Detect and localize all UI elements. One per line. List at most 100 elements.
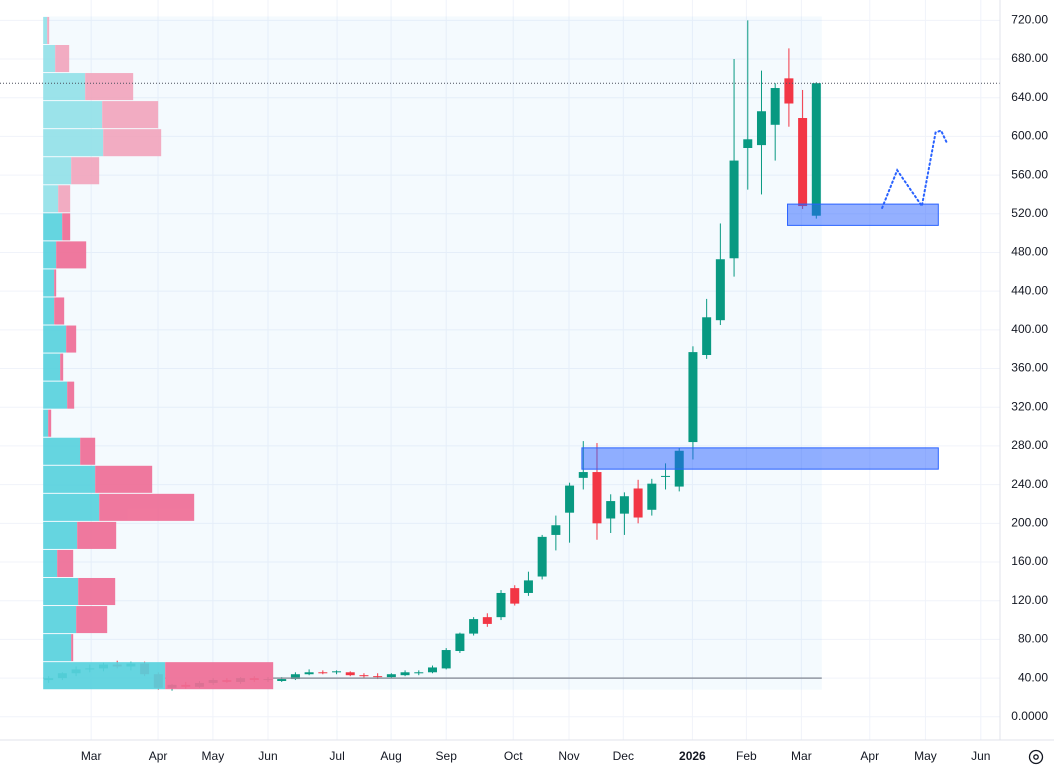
volume-down — [58, 185, 71, 213]
candle-body — [455, 633, 465, 652]
candle-body — [784, 78, 794, 104]
candle-body — [606, 501, 616, 519]
candle-body — [414, 672, 424, 674]
candles — [44, 20, 821, 691]
candle-body — [345, 672, 355, 676]
candle-body — [359, 675, 369, 677]
candle-body — [688, 352, 698, 443]
candle-body — [304, 672, 314, 675]
volume-down — [95, 465, 153, 493]
candle-body — [386, 674, 396, 678]
y-tick-label: 560.00 — [1011, 167, 1048, 181]
y-tick-label: 600.00 — [1011, 129, 1048, 143]
settings-ring[interactable] — [1028, 749, 1044, 765]
volume-up — [43, 157, 72, 185]
candle-body — [592, 472, 602, 524]
candle-body — [373, 676, 383, 678]
candle-body — [715, 259, 725, 321]
candle-body — [661, 475, 671, 477]
x-tick-label: Aug — [380, 749, 401, 763]
candle-body — [400, 672, 410, 676]
candle-body — [277, 679, 287, 681]
candle-body — [770, 88, 780, 125]
candle-body — [496, 592, 506, 618]
volume-up — [43, 269, 55, 297]
volume-down — [54, 297, 65, 325]
volume-up — [43, 297, 55, 325]
y-tick-label: 0.0000 — [1011, 709, 1048, 723]
axes: 0.0000 40.00 80.00 120.00 160.00 200.00 240.00… — [81, 12, 1049, 763]
volume-up — [43, 465, 96, 493]
x-tick-label: Jun — [258, 749, 277, 763]
candle-body — [729, 160, 739, 259]
x-tick-label: Mar — [81, 749, 102, 763]
volume-up — [43, 101, 103, 129]
x-tick-label: Mar — [791, 749, 812, 763]
x-tick-label: Jul — [329, 749, 344, 763]
volume-up — [43, 73, 86, 101]
candle-body — [619, 496, 629, 514]
volume-up — [43, 44, 56, 73]
y-tick-label: 320.00 — [1011, 399, 1048, 413]
candle-body — [811, 83, 821, 216]
candle-body — [482, 617, 492, 624]
volume-down — [78, 577, 116, 606]
volume-up — [43, 353, 61, 381]
y-tick-label: 280.00 — [1011, 438, 1048, 452]
y-tick-label: 720.00 — [1011, 12, 1048, 26]
y-tick-label: 360.00 — [1011, 361, 1048, 375]
x-tick-label: May — [202, 749, 225, 763]
volume-up — [43, 409, 49, 437]
volume-down — [102, 101, 159, 129]
candle-body — [332, 671, 342, 673]
candle-body — [523, 580, 533, 593]
y-tick-label: 480.00 — [1011, 245, 1048, 259]
volume-down — [57, 549, 74, 577]
x-tick-label: Sep — [436, 749, 458, 763]
candle-body — [633, 488, 643, 518]
settings-core[interactable] — [1033, 754, 1039, 760]
volume-down — [56, 241, 87, 269]
y-tick-label: 40.00 — [1018, 670, 1048, 684]
zone-rectangle — [787, 203, 939, 226]
y-tick-label: 680.00 — [1011, 51, 1048, 65]
volume-profile — [43, 16, 822, 690]
volume-down — [71, 157, 100, 185]
candle-body — [702, 317, 712, 356]
y-tick-label: 80.00 — [1018, 632, 1048, 646]
x-tick-label: Apr — [149, 749, 168, 763]
volume-up — [43, 634, 72, 662]
y-tick-label: 200.00 — [1011, 515, 1048, 529]
candle-body — [756, 111, 766, 146]
candle-body — [427, 667, 437, 673]
volume-down — [66, 325, 77, 353]
x-tick-label: Nov — [558, 749, 579, 763]
volume-up — [43, 381, 68, 409]
candle-body — [318, 672, 328, 674]
volume-up — [43, 577, 79, 606]
volume-up — [43, 662, 166, 690]
volume-down — [47, 16, 50, 44]
x-tick-label: Feb — [736, 749, 757, 763]
x-tick-label: Jun — [971, 749, 990, 763]
candle-body — [290, 674, 300, 680]
volume-up — [43, 325, 67, 353]
volume-down — [76, 606, 108, 634]
volume-down — [77, 521, 117, 549]
volume-down — [67, 381, 75, 409]
candle-body — [578, 472, 588, 478]
settings-button[interactable] — [1028, 749, 1044, 765]
y-tick-label: 520.00 — [1011, 206, 1048, 220]
volume-down — [55, 44, 70, 73]
candle-body — [537, 536, 547, 577]
y-tick-label: 400.00 — [1011, 322, 1048, 336]
zone-rectangle — [581, 447, 939, 470]
volume-up — [43, 606, 77, 634]
volume-up — [43, 493, 100, 521]
volume-up — [43, 241, 57, 269]
volume-down — [60, 353, 64, 381]
x-tick-label: Oct — [504, 749, 523, 763]
